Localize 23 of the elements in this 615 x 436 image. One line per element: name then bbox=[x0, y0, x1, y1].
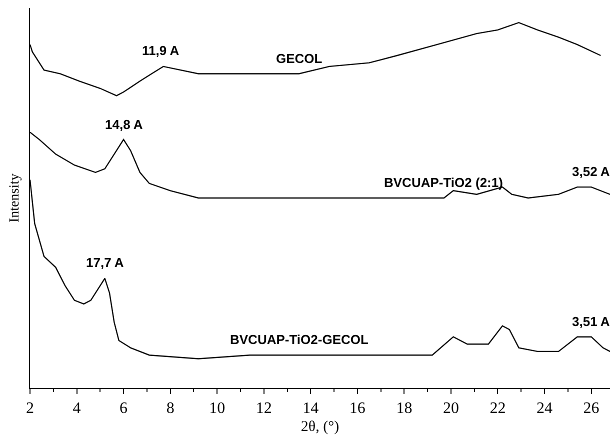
x-tick-label: 12 bbox=[256, 400, 272, 418]
x-tick-label: 18 bbox=[396, 400, 412, 418]
annotation: 3,51 A bbox=[572, 314, 610, 329]
x-tick-label: 6 bbox=[120, 400, 128, 418]
annotation: 11,9 A bbox=[142, 43, 180, 58]
series-label: GECOL bbox=[276, 51, 322, 66]
x-tick-label: 2 bbox=[26, 400, 34, 418]
annotation: 3,52 A bbox=[572, 164, 610, 179]
x-tick-label: 22 bbox=[490, 400, 506, 418]
y-axis-title: Intensity bbox=[8, 174, 23, 222]
series-label: BVCUAP-TiO2 (2:1) bbox=[384, 175, 503, 190]
x-tick-label: 20 bbox=[442, 400, 459, 418]
annotation: 14,8 A bbox=[105, 117, 144, 132]
x-tick-label: 24 bbox=[536, 400, 553, 418]
series-label: BVCUAP-TiO2-GECOL bbox=[230, 332, 368, 347]
x-tick-label: 8 bbox=[166, 400, 174, 418]
x-tick-label: 16 bbox=[349, 400, 366, 418]
x-axis-title: 2θ, (°) bbox=[300, 419, 340, 436]
annotation: 17,7 A bbox=[86, 255, 124, 270]
x-tick-label: 14 bbox=[302, 400, 319, 418]
x-tick-label: 26 bbox=[583, 400, 600, 418]
x-tick-label: 4 bbox=[72, 400, 81, 418]
x-tick-label: 10 bbox=[209, 400, 226, 418]
